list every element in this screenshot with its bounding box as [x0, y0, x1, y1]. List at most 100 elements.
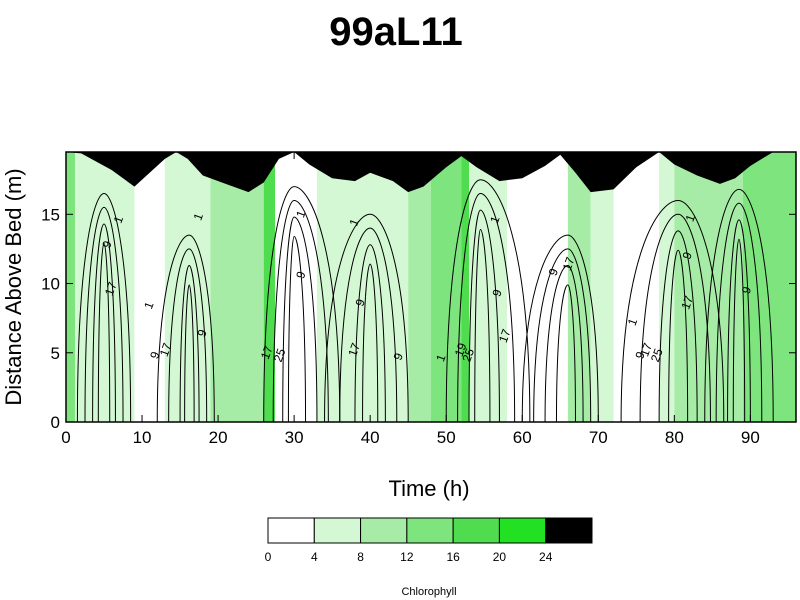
contour-label: 25	[459, 346, 477, 364]
contour-0-0	[76, 193, 132, 422]
contour-5-2	[544, 265, 584, 422]
band-11	[469, 152, 508, 422]
colorbar: 0 4 8 12 16 20 24	[265, 517, 593, 564]
contour-label: 9	[391, 351, 407, 362]
contour-label: 9	[739, 284, 755, 295]
plot-frame	[65, 151, 797, 423]
surface-mask	[66, 152, 796, 193]
colorbar-swatch	[313, 517, 362, 544]
colorbar-label: Chlorophyll	[401, 586, 456, 598]
plume-0	[76, 193, 132, 422]
contour-4-3	[474, 229, 491, 422]
contour-6-0	[620, 199, 725, 422]
band-3	[164, 152, 211, 422]
contour-6-1	[639, 213, 711, 422]
colorbar-tick-label: 20	[493, 550, 507, 564]
band-5	[263, 152, 276, 422]
contour-label: 9	[99, 239, 115, 250]
band-6	[275, 152, 317, 422]
x-tick-label: 60	[513, 428, 532, 447]
x-tick-label: 30	[285, 428, 304, 447]
contour-label: 1	[191, 211, 207, 222]
colorbar-tick-label: 24	[539, 550, 553, 564]
contour-7-1	[715, 202, 763, 422]
band-13	[567, 152, 591, 422]
contour-2-2	[282, 216, 318, 422]
band-8	[408, 152, 431, 422]
contour-label: 9	[546, 266, 562, 277]
contour-label: 17	[345, 341, 363, 359]
contour-label: 9	[194, 327, 210, 338]
y-axis: 0 5 10 15	[41, 205, 796, 432]
contour-label: 9	[632, 349, 648, 360]
contour-1-1	[168, 248, 208, 422]
contour-label: 1	[293, 208, 309, 219]
colorbar-swatch	[498, 517, 547, 544]
contour-5-3	[555, 284, 576, 422]
contour-label: 17	[102, 280, 120, 298]
colorbar-tick-label: 16	[446, 550, 460, 564]
contour-6-3	[668, 249, 689, 422]
contour-label: 1	[433, 352, 449, 363]
contour-4-0	[445, 179, 531, 422]
colorbar-tick-label: 0	[265, 550, 272, 564]
band-14	[590, 152, 614, 422]
contour-1-2	[179, 265, 200, 422]
contour-0-2	[92, 223, 116, 422]
contour-label: 17	[637, 341, 655, 359]
contour-label: 9	[353, 297, 369, 308]
plume-2	[263, 186, 341, 422]
colorbar-swatch	[360, 517, 408, 544]
contour-5-0	[521, 234, 599, 422]
band-2	[134, 152, 165, 422]
contour-label: 25	[648, 346, 666, 364]
contour-0-1	[84, 206, 124, 422]
contour-7-0	[704, 188, 774, 422]
colorbar-tick-label: 4	[311, 550, 318, 564]
band-10	[461, 152, 470, 422]
x-tick-label: 40	[361, 428, 380, 447]
contour-2-1	[272, 199, 329, 422]
band-17	[674, 152, 743, 422]
contour-2-3	[287, 235, 307, 422]
contour-label: 17	[678, 294, 696, 312]
contour-label: 1	[111, 214, 127, 225]
band-15	[613, 152, 660, 422]
band-0	[66, 152, 76, 422]
x-tick-label: 0	[61, 428, 70, 447]
plume-3	[324, 213, 409, 422]
y-axis-label: Distance Above Bed (m)	[1, 168, 26, 405]
contour-0-3	[97, 242, 111, 422]
colorbar-swatch	[545, 517, 593, 544]
y-tick-label: 10	[41, 275, 60, 294]
plume-1	[156, 234, 215, 422]
contour-3-0	[324, 213, 409, 422]
band-18	[742, 152, 796, 422]
contour-6-2	[658, 230, 698, 422]
contour-label: 9	[680, 250, 696, 261]
plume-4	[445, 179, 531, 422]
colorbar-swatch	[452, 517, 500, 544]
x-axis-label: Time (h)	[388, 476, 469, 501]
plume-5	[521, 234, 599, 422]
contour-4-2	[468, 209, 500, 422]
x-tick-label: 80	[665, 428, 684, 447]
contour-1-0	[156, 234, 215, 422]
contour-3-2	[354, 244, 386, 422]
colorbar-tick-label: 8	[357, 550, 364, 564]
contour-label: 19	[452, 341, 470, 359]
contour-label: 17	[496, 327, 514, 345]
contour-label: 25	[271, 346, 289, 364]
contour-3-1	[339, 227, 398, 422]
x-tick-label: 20	[209, 428, 228, 447]
contour-label: 1	[141, 300, 157, 311]
band-4	[210, 152, 264, 422]
x-tick-label: 70	[589, 428, 608, 447]
chart-title: 99aL11	[329, 10, 462, 54]
x-tick-label: 10	[133, 428, 152, 447]
contour-2-0	[263, 186, 341, 422]
contour-7-3	[732, 238, 746, 422]
x-axis: 0 10 20 30 40 50 60 70 80 90	[61, 152, 760, 447]
